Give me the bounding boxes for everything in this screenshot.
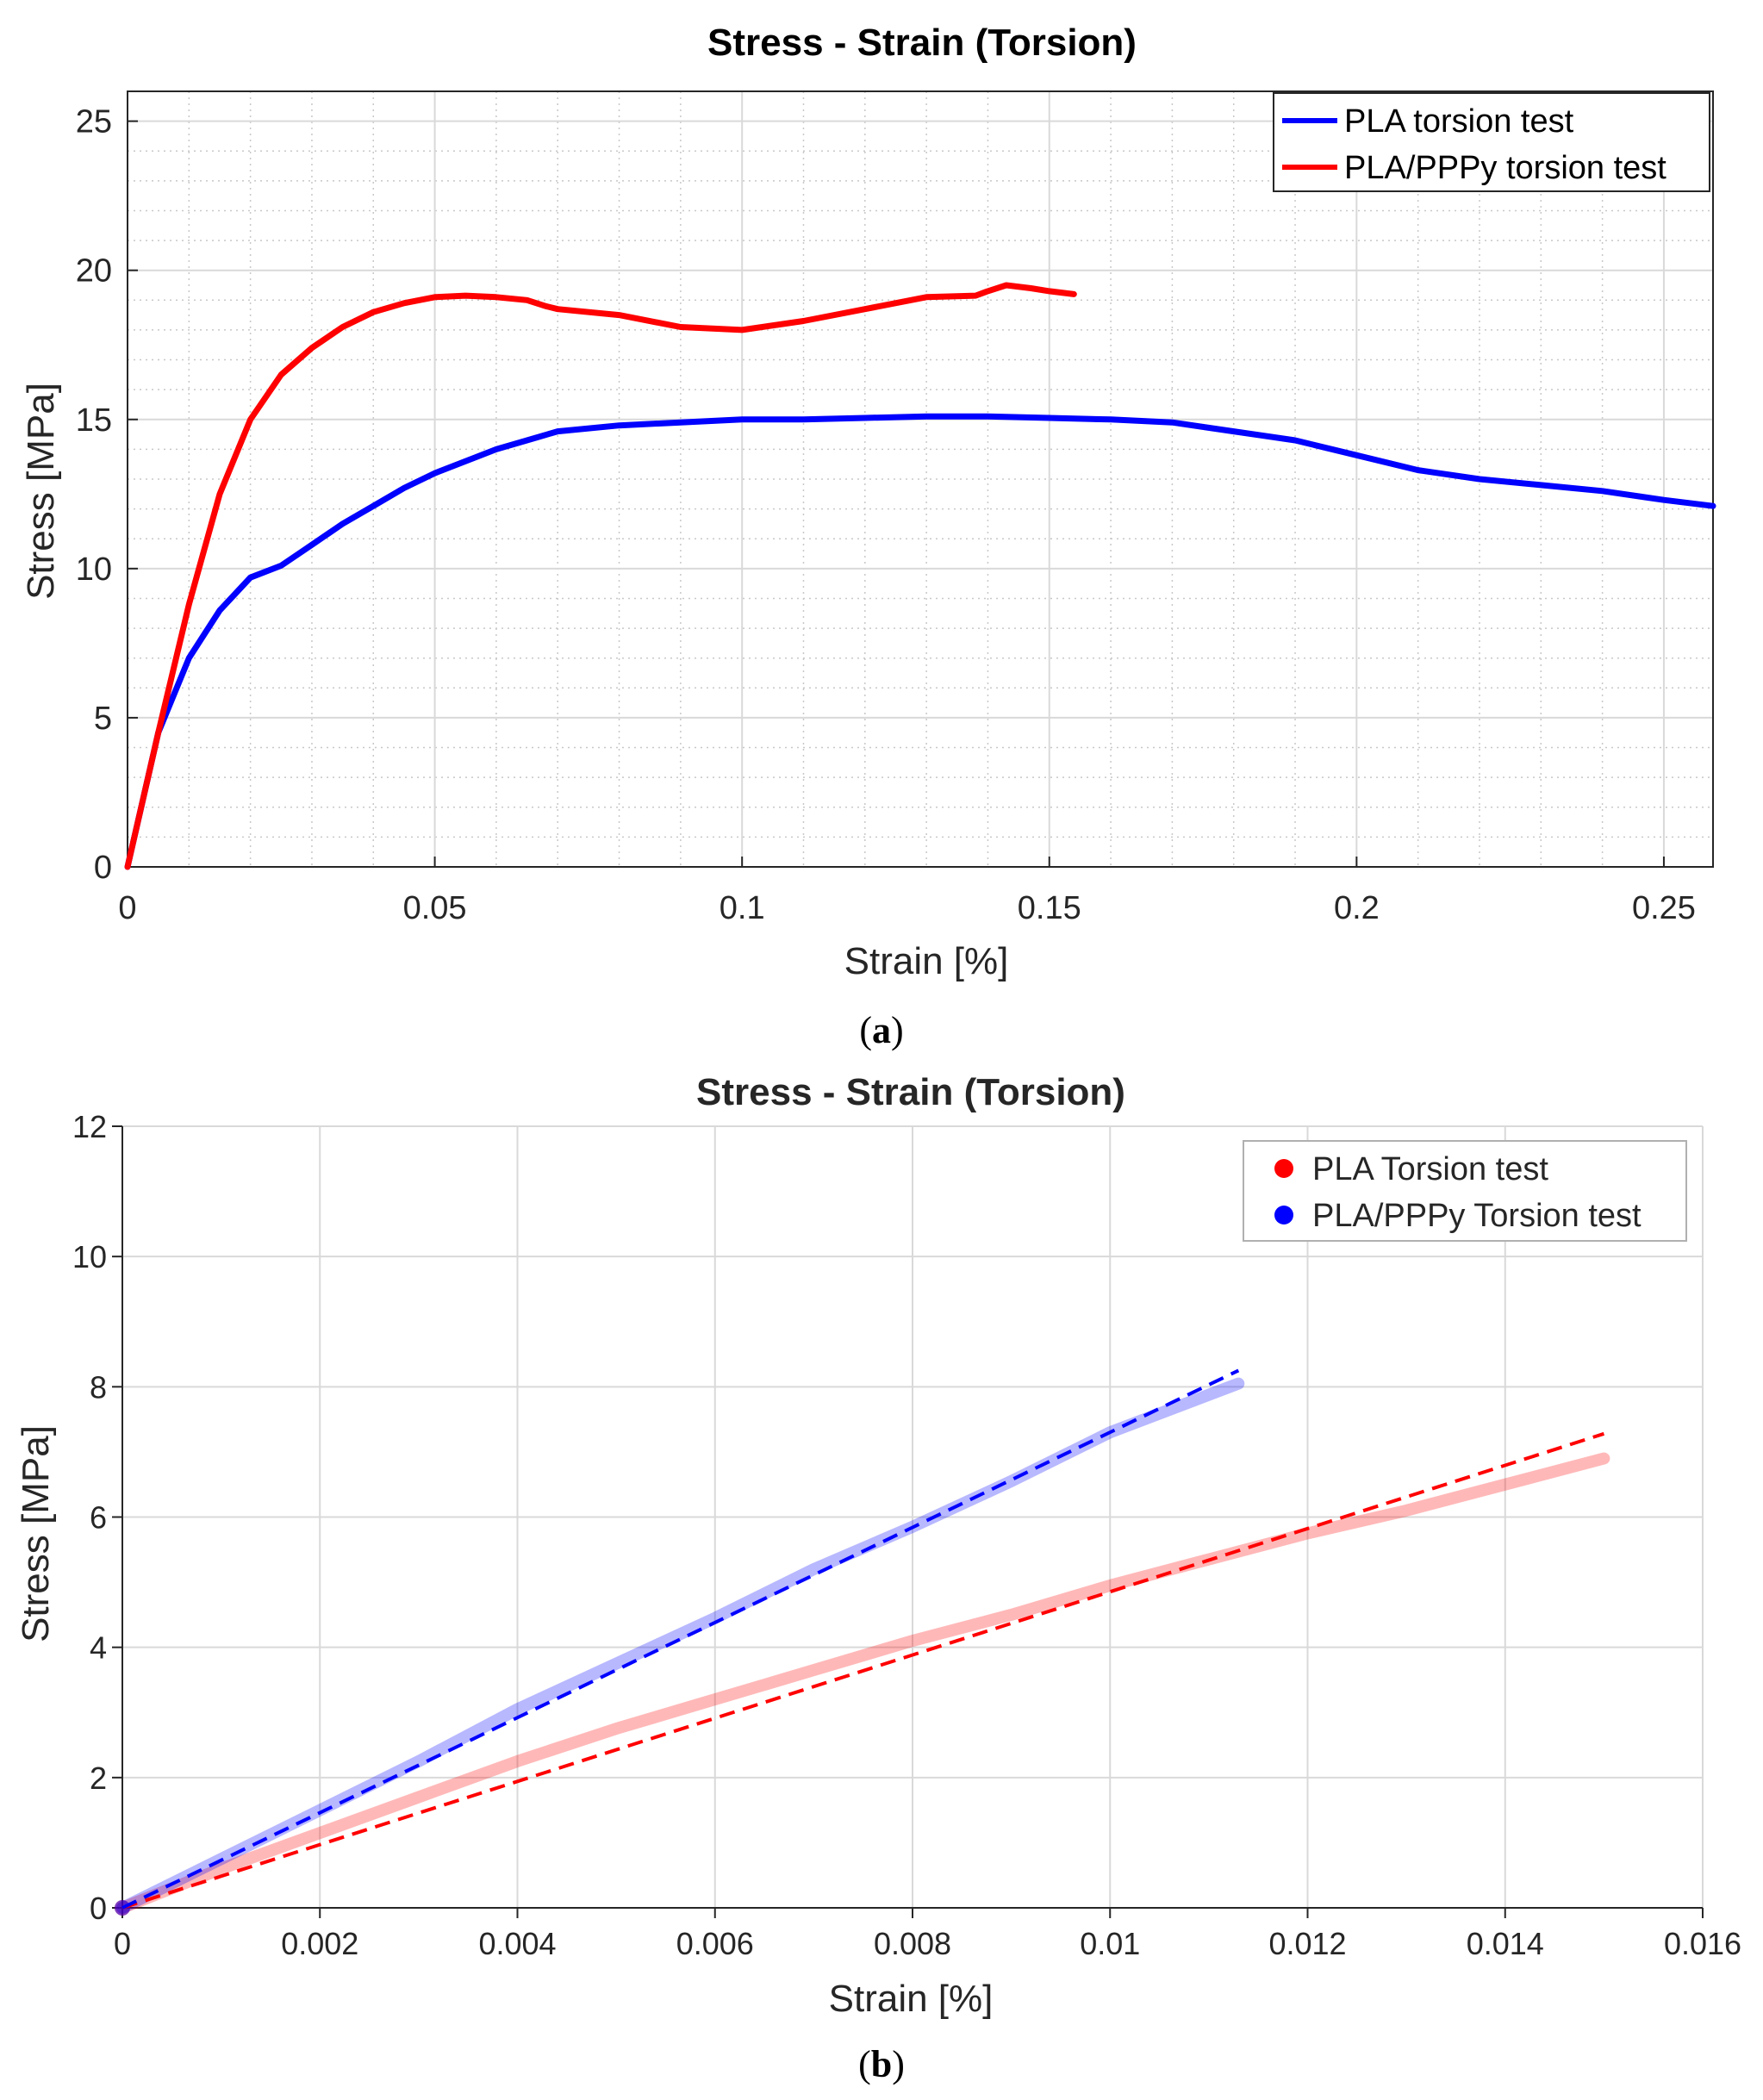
chart-a-x-tick-label: 0.05 (403, 890, 467, 926)
chart-a-x-axis-label: Strain [%] (844, 940, 1009, 982)
chart-b-legend-box (1243, 1140, 1687, 1242)
chart-b-legend-label-pla-pppy: PLA/PPPy Torsion test (1312, 1198, 1642, 1234)
chart-a-caption: (a) (859, 1009, 903, 1051)
chart-b-x-tick-label: 0.008 (874, 1926, 951, 1961)
chart-b-x-tick-label: 0.012 (1268, 1926, 1346, 1961)
chart-b-series-pla-linear-fit (121, 1431, 1605, 1910)
chart-b-title: Stress - Strain (Torsion) (696, 1071, 1125, 1113)
chart-b-legend-marker-pla-pppy (1274, 1206, 1293, 1224)
chart-b-y-axis-label: Stress [MPa] (15, 1425, 57, 1642)
chart-a-y-tick-labels: 0 5 10 15 20 25 (76, 104, 112, 886)
chart-a-x-tick-label: 0.25 (1632, 890, 1696, 926)
chart-b-legend-label-pla: PLA Torsion test (1312, 1151, 1548, 1187)
chart-a-y-tick-label: 15 (76, 402, 112, 439)
chart-a-caption-letter: a (872, 1009, 891, 1051)
chart-b-x-tick-label: 0.004 (478, 1926, 556, 1961)
chart-b-x-tick-labels: 0 0.002 0.004 0.006 0.008 0.01 0.012 0.014 0.016 (114, 1926, 1741, 1961)
chart-b-caption-letter: b (871, 2043, 892, 2085)
chart-a-legend-label-pla: PLA torsion test (1344, 103, 1574, 140)
chart-b-y-tick-label: 12 (72, 1109, 107, 1144)
chart-a-y-axis-label: Stress [MPa] (20, 383, 62, 600)
chart-b-legend: PLA Torsion test PLA/PPPy Torsion test (1243, 1140, 1687, 1242)
chart-b-x-axis-label: Strain [%] (829, 1978, 994, 2020)
chart-b-ticks (112, 1125, 1704, 1918)
chart-a-grid (128, 91, 1713, 867)
chart-b-x-tick-label: 0 (114, 1926, 131, 1961)
chart-a-y-tick-label: 25 (76, 104, 112, 140)
chart-b-x-tick-label: 0.01 (1080, 1926, 1140, 1961)
chart-b-y-tick-label: 6 (90, 1500, 107, 1536)
chart-b-caption: (b) (858, 2043, 905, 2085)
chart-a-y-tick-label: 20 (76, 253, 112, 290)
chart-b-grid (122, 1125, 1704, 1908)
chart-b-y-tick-labels: 0 2 4 6 8 10 12 (72, 1109, 107, 1926)
chart-a-ticks (127, 120, 1665, 868)
chart-b-y-tick-label: 10 (72, 1239, 107, 1274)
chart-b-legend-marker-pla (1274, 1159, 1293, 1178)
chart-a-series-pla-torsion-test (124, 413, 1716, 870)
chart-a: 0 0.05 0.1 0.15 0.2 0.25 0 5 10 15 20 25 Stress - … (20, 22, 1716, 982)
chart-b-series-pla-torsion-test (116, 1452, 1610, 1914)
chart-a-y-tick-label: 5 (94, 701, 112, 737)
chart-a-legend: PLA torsion test PLA/PPPy torsion test (1273, 92, 1710, 192)
chart-b: 0 0.002 0.004 0.006 0.008 0.01 0.012 0.014 0.016… (15, 1071, 1741, 2020)
chart-a-x-tick-labels: 0 0.05 0.1 0.15 0.2 0.25 (118, 890, 1696, 926)
chart-a-y-tick-label: 0 (94, 850, 112, 886)
chart-b-x-tick-label: 0.002 (281, 1926, 358, 1961)
chart-a-y-tick-label: 10 (76, 551, 112, 588)
chart-b-y-tick-label: 2 (90, 1760, 107, 1796)
chart-b-x-tick-label: 0.016 (1664, 1926, 1741, 1961)
chart-b-y-tick-label: 4 (90, 1630, 107, 1666)
chart-b-y-tick-label: 0 (90, 1891, 107, 1926)
chart-a-x-tick-label: 0 (118, 890, 136, 926)
chart-a-legend-label-pla-pppy: PLA/PPPy torsion test (1344, 150, 1666, 186)
chart-a-legend-box (1273, 92, 1710, 192)
chart-b-series (115, 1368, 1610, 1916)
chart-b-x-tick-label: 0.006 (676, 1926, 754, 1961)
chart-b-x-tick-label: 0.014 (1467, 1926, 1544, 1961)
chart-a-series-pla-pppy-torsion-test (124, 282, 1077, 870)
chart-b-y-tick-label: 8 (90, 1369, 107, 1405)
chart-a-plot-frame (127, 90, 1714, 868)
chart-a-title: Stress - Strain (Torsion) (707, 22, 1137, 64)
chart-a-x-tick-label: 0.15 (1018, 890, 1081, 926)
chart-a-x-tick-label: 0.1 (720, 890, 765, 926)
chart-b-series-pla-pppy-linear-fit (121, 1368, 1240, 1910)
chart-a-x-tick-label: 0.2 (1334, 890, 1380, 926)
chart-b-series-pla-pppy-torsion-test (116, 1377, 1245, 1914)
chart-a-series (124, 282, 1716, 870)
